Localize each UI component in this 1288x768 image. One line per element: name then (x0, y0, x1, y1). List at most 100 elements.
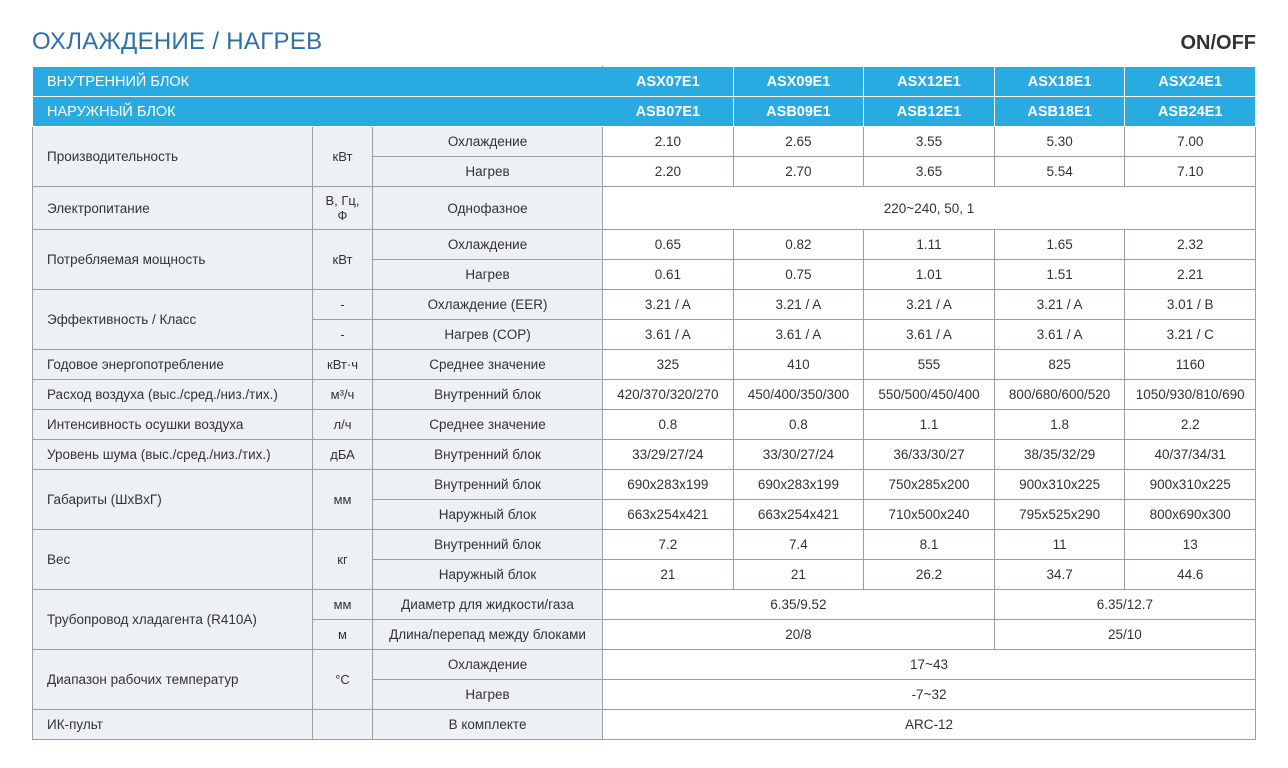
perf-sub-heat: Нагрев (373, 157, 603, 187)
cell: 0.8 (603, 410, 734, 440)
model-outdoor-1: ASB09E1 (733, 97, 864, 127)
cell: 3.61 / A (733, 320, 864, 350)
cell: 550/500/450/400 (864, 380, 995, 410)
perf-label: Производительность (33, 127, 313, 187)
cell: 710x500x240 (864, 500, 995, 530)
table-row: Вес кг Внутренний блок 7.2 7.4 8.1 11 13 (33, 530, 1256, 560)
cell: 7.2 (603, 530, 734, 560)
airflow-unit: м³/ч (313, 380, 373, 410)
cell: 33/30/27/24 (733, 440, 864, 470)
dehum-sub: Среднее значение (373, 410, 603, 440)
pin-sub-heat: Нагрев (373, 260, 603, 290)
cell: 26.2 (864, 560, 995, 590)
weight-sub-out: Наружный блок (373, 560, 603, 590)
pipe-unit-m: м (313, 620, 373, 650)
pin-label: Потребляемая мощность (33, 230, 313, 290)
cell: 21 (733, 560, 864, 590)
cell: 750x285x200 (864, 470, 995, 500)
page-header: ОХЛАЖДЕНИЕ / НАГРЕВ ON/OFF (32, 28, 1256, 56)
table-row: Годовое энергопотребление кВт·ч Среднее … (33, 350, 1256, 380)
dims-unit: мм (313, 470, 373, 530)
pipe-label: Трубопровод хладагента (R410A) (33, 590, 313, 650)
table-row: Расход воздуха (выс./сред./низ./тих.) м³… (33, 380, 1256, 410)
cell: 1.01 (864, 260, 995, 290)
cell: 1160 (1125, 350, 1256, 380)
cell: 795x525x290 (994, 500, 1125, 530)
airflow-sub: Внутренний блок (373, 380, 603, 410)
cell: 3.21 / A (994, 290, 1125, 320)
title-left: ОХЛАЖДЕНИЕ / НАГРЕВ (32, 28, 322, 56)
cell: 450/400/350/300 (733, 380, 864, 410)
pipe-sub-m: Длина/перепад между блоками (373, 620, 603, 650)
cell: 34.7 (994, 560, 1125, 590)
cell: 2.65 (733, 127, 864, 157)
remote-sub: В комплекте (373, 710, 603, 740)
model-indoor-4: ASX24E1 (1125, 67, 1256, 97)
model-outdoor-0: ASB07E1 (603, 97, 734, 127)
cell: 44.6 (1125, 560, 1256, 590)
model-outdoor-3: ASB18E1 (994, 97, 1125, 127)
cell: 3.21 / A (603, 290, 734, 320)
annual-label: Годовое энергопотребление (33, 350, 313, 380)
cell: 5.30 (994, 127, 1125, 157)
header-indoor-row: ВНУТРЕННИЙ БЛОК ASX07E1 ASX09E1 ASX12E1 … (33, 67, 1256, 97)
cell: 11 (994, 530, 1125, 560)
cell: 13 (1125, 530, 1256, 560)
temp-sub-cool: Охлаждение (373, 650, 603, 680)
cell: 3.21 / C (1125, 320, 1256, 350)
cell: 3.01 / B (1125, 290, 1256, 320)
eff-unit-heat: - (313, 320, 373, 350)
pipe-sub-mm: Диаметр для жидкости/газа (373, 590, 603, 620)
temp-heat: -7~32 (603, 680, 1256, 710)
cell: 7.4 (733, 530, 864, 560)
eff-sub-cool: Охлаждение (EER) (373, 290, 603, 320)
cell: 325 (603, 350, 734, 380)
cell: 0.82 (733, 230, 864, 260)
cell: 690x283x199 (603, 470, 734, 500)
eff-sub-heat: Нагрев (COP) (373, 320, 603, 350)
spec-table: ВНУТРЕННИЙ БЛОК ASX07E1 ASX09E1 ASX12E1 … (32, 66, 1256, 740)
cell: 900x310x225 (1125, 470, 1256, 500)
table-row: Эффективность / Класс - Охлаждение (EER)… (33, 290, 1256, 320)
cell: 3.55 (864, 127, 995, 157)
cell: 2.21 (1125, 260, 1256, 290)
cell: 0.8 (733, 410, 864, 440)
psupply-val: 220~240, 50, 1 (603, 187, 1256, 230)
cell: 2.2 (1125, 410, 1256, 440)
psupply-label: Электропитание (33, 187, 313, 230)
dims-sub-in: Внутренний блок (373, 470, 603, 500)
cell: 3.65 (864, 157, 995, 187)
cell: 663x254x421 (603, 500, 734, 530)
remote-label: ИК-пульт (33, 710, 313, 740)
eff-unit-cool: - (313, 290, 373, 320)
airflow-label: Расход воздуха (выс./сред./низ./тих.) (33, 380, 313, 410)
noise-unit: дБА (313, 440, 373, 470)
cell: 1.11 (864, 230, 995, 260)
header-outdoor-label: НАРУЖНЫЙ БЛОК (33, 97, 603, 127)
perf-sub-cool: Охлаждение (373, 127, 603, 157)
table-row: Диапазон рабочих температур °C Охлаждени… (33, 650, 1256, 680)
cell: 825 (994, 350, 1125, 380)
cell: 800/680/600/520 (994, 380, 1125, 410)
cell: 0.61 (603, 260, 734, 290)
perf-unit: кВт (313, 127, 373, 187)
dims-label: Габариты (ШхВхГ) (33, 470, 313, 530)
pipe-unit-mm: мм (313, 590, 373, 620)
cell: 21 (603, 560, 734, 590)
model-indoor-3: ASX18E1 (994, 67, 1125, 97)
remote-unit (313, 710, 373, 740)
weight-label: Вес (33, 530, 313, 590)
cell: 0.65 (603, 230, 734, 260)
cell: 1.65 (994, 230, 1125, 260)
table-row: Электропитание В, Гц, Ф Однофазное 220~2… (33, 187, 1256, 230)
temp-cool: 17~43 (603, 650, 1256, 680)
weight-sub-in: Внутренний блок (373, 530, 603, 560)
annual-sub: Среднее значение (373, 350, 603, 380)
cell: 1.51 (994, 260, 1125, 290)
title-right: ON/OFF (1180, 32, 1256, 55)
pipe-m-a: 20/8 (603, 620, 995, 650)
cell: 1050/930/810/690 (1125, 380, 1256, 410)
cell: 36/33/30/27 (864, 440, 995, 470)
cell: 410 (733, 350, 864, 380)
cell: 3.61 / A (603, 320, 734, 350)
